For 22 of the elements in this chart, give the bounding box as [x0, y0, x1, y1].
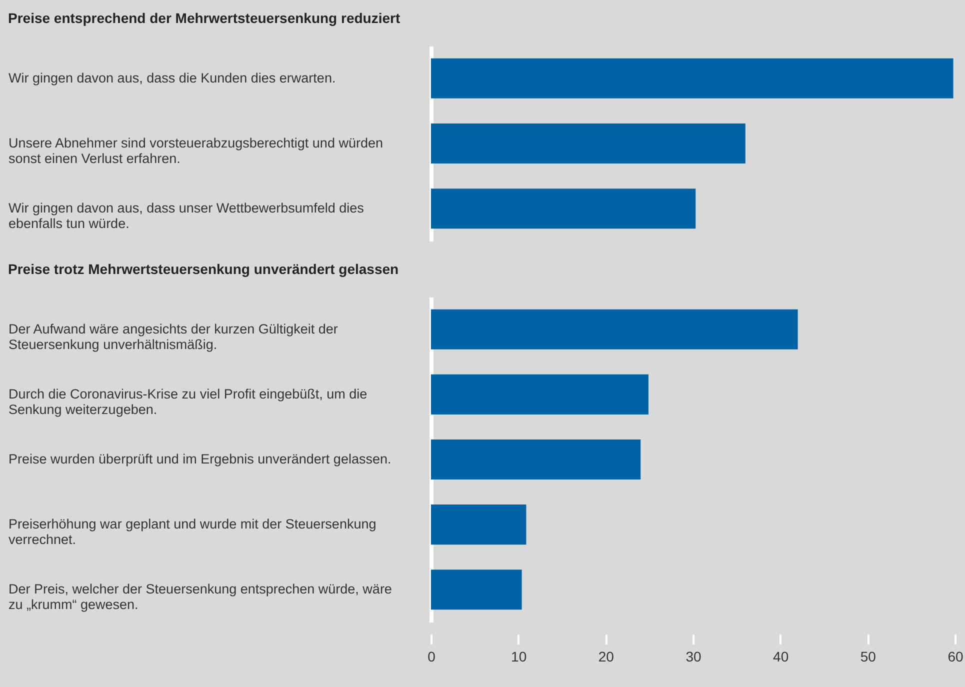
y-tick-label: Durch die Coronavirus-Krise zu viel Profit eingebüßt, um die Senkung weiterzugeben. — [8, 386, 368, 417]
y-tick-label: Preiserhöhung war geplant und wurde mit der Steuersenkung verrechnet. — [8, 516, 376, 548]
text: Preise trotz Mehrwertsteuersenkung unverändert gelassen — [8, 261, 399, 277]
y-tick-label: Preise wurden überprüft und im Ergebnis unverändert gelassen. — [8, 452, 392, 466]
text: Preise entsprechend der Mehrwertsteuersenkung reduziert — [8, 10, 400, 26]
x-tick-label: 30 — [686, 648, 702, 664]
y-tick-label: Der Aufwand wäre angesichts der kurzen Gültigkeit der Steuersenkung unverhältnismäßig. — [8, 321, 338, 352]
bar — [431, 570, 522, 610]
bar — [431, 309, 798, 350]
bar — [431, 439, 641, 480]
bar — [431, 504, 526, 545]
y-tick-label: Der Preis, welcher der Steuersenkung entsprechen würde, wäre zu „krumm“ gewesen. — [8, 582, 392, 612]
y-tick-label: Wir gingen davon aus, dass die Kunden dies erwarten. — [8, 70, 336, 86]
x-tick-label: 40 — [773, 648, 789, 664]
y-tick-label: Unsere Abnehmer sind vorsteuerabzugsberechtigt und würden sonst einen Verlust erfahren. — [8, 136, 383, 166]
x-tick-label: 20 — [598, 648, 614, 664]
x-tick-label: 50 — [860, 648, 876, 664]
x-tick-label: 10 — [511, 648, 527, 664]
x-tick-label: 60 — [948, 648, 964, 664]
bar — [431, 374, 648, 414]
x-tick-label: 0 — [428, 648, 436, 664]
y-tick-label: Wir gingen davon aus, dass unser Wettbewerbsumfeld dies ebenfalls tun würde. — [8, 200, 364, 232]
